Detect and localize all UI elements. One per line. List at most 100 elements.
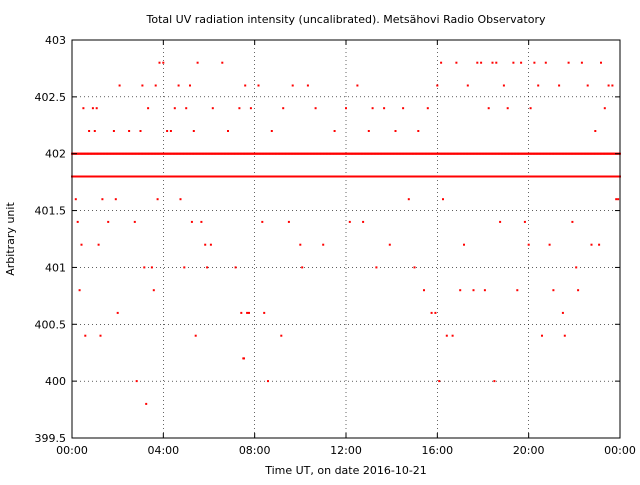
data-point (413, 266, 416, 269)
data-point (82, 107, 85, 110)
x-tick-label: 20:00 (513, 444, 545, 457)
data-point (206, 266, 209, 269)
data-point (322, 243, 325, 246)
data-point (150, 266, 153, 269)
data-point (356, 84, 359, 87)
data-point (603, 107, 606, 110)
data-point (367, 130, 370, 132)
data-point (112, 130, 115, 132)
data-point (563, 334, 566, 337)
y-tick-label: 403 (45, 34, 66, 47)
data-point (185, 107, 188, 110)
plot-frame (71, 39, 621, 439)
data-point (466, 84, 469, 87)
data-point (502, 84, 505, 87)
x-axis-ticks: 00:00 04:00 08:00 12:00 16:00 20:00 00:00 (56, 40, 636, 457)
data-point (552, 289, 555, 292)
data-point (476, 61, 479, 64)
data-point (246, 311, 249, 314)
data-point (394, 130, 397, 132)
data-point (263, 311, 266, 314)
data-point (270, 130, 273, 132)
data-point (438, 380, 441, 383)
data-point (426, 107, 429, 110)
data-point (240, 311, 243, 314)
data-point (169, 130, 172, 132)
data-point (248, 311, 250, 314)
data-point (472, 289, 475, 292)
data-point (204, 243, 207, 246)
data-point (529, 107, 532, 110)
data-point (541, 334, 543, 337)
data-point (548, 243, 551, 246)
data-point (590, 243, 593, 246)
data-point (423, 289, 425, 292)
data-point (388, 243, 391, 246)
data-point (577, 289, 580, 292)
data-point (594, 130, 597, 132)
plot-border (71, 39, 621, 439)
data-point (227, 130, 229, 132)
y-axis-label: Arbitrary unit (4, 202, 17, 276)
data-point (299, 243, 302, 246)
data-point (135, 380, 138, 383)
data-point (196, 61, 199, 64)
y-axis-ticks: 399.5 400 400.5 401 401.5 402 402.5 403 (35, 34, 620, 445)
x-tick-label: 00:00 (56, 444, 88, 457)
data-point (516, 289, 519, 292)
data-point (362, 220, 365, 223)
data-point (607, 84, 610, 87)
data-point (506, 107, 509, 110)
data-point (491, 61, 494, 64)
data-point (101, 198, 104, 201)
data-point (434, 311, 437, 314)
data-point (154, 84, 157, 87)
data-point (580, 61, 583, 64)
data-point (442, 198, 444, 201)
data-point (99, 334, 102, 337)
data-point (402, 107, 405, 110)
data-point (301, 266, 304, 269)
data-point (76, 220, 79, 223)
data-point (234, 266, 237, 269)
data-point (333, 130, 336, 132)
data-point (483, 289, 486, 292)
data-point (495, 61, 498, 64)
y-tick-label: 401.5 (35, 205, 67, 218)
data-point (480, 61, 483, 64)
data-point (512, 61, 515, 64)
data-point (141, 84, 144, 87)
data-point (162, 61, 165, 64)
data-point (257, 84, 260, 87)
x-axis-label: Time UT, on date 2016-10-21 (264, 464, 427, 477)
x-tick-label: 08:00 (239, 444, 271, 457)
data-point (97, 243, 100, 246)
y-tick-label: 401 (45, 261, 66, 274)
data-point (91, 107, 94, 110)
data-point (567, 61, 570, 64)
data-point (166, 130, 169, 132)
data-point (345, 107, 347, 110)
data-point (383, 107, 386, 110)
data-point (436, 84, 439, 87)
data-point (93, 130, 96, 132)
data-point (455, 61, 458, 64)
data-point (493, 380, 496, 383)
data-point (74, 198, 77, 201)
data-point (586, 84, 589, 87)
data-point (487, 107, 490, 110)
data-point (287, 220, 290, 223)
data-point (417, 130, 420, 132)
data-point (190, 220, 193, 223)
data-point (133, 220, 136, 223)
x-tick-label: 16:00 (421, 444, 453, 457)
data-point (128, 130, 131, 132)
data-point (558, 84, 561, 87)
data-point (107, 220, 110, 223)
data-point (575, 266, 578, 269)
data-point (280, 334, 283, 337)
data-point (561, 311, 564, 314)
data-point (145, 402, 148, 405)
data-point (238, 107, 241, 110)
